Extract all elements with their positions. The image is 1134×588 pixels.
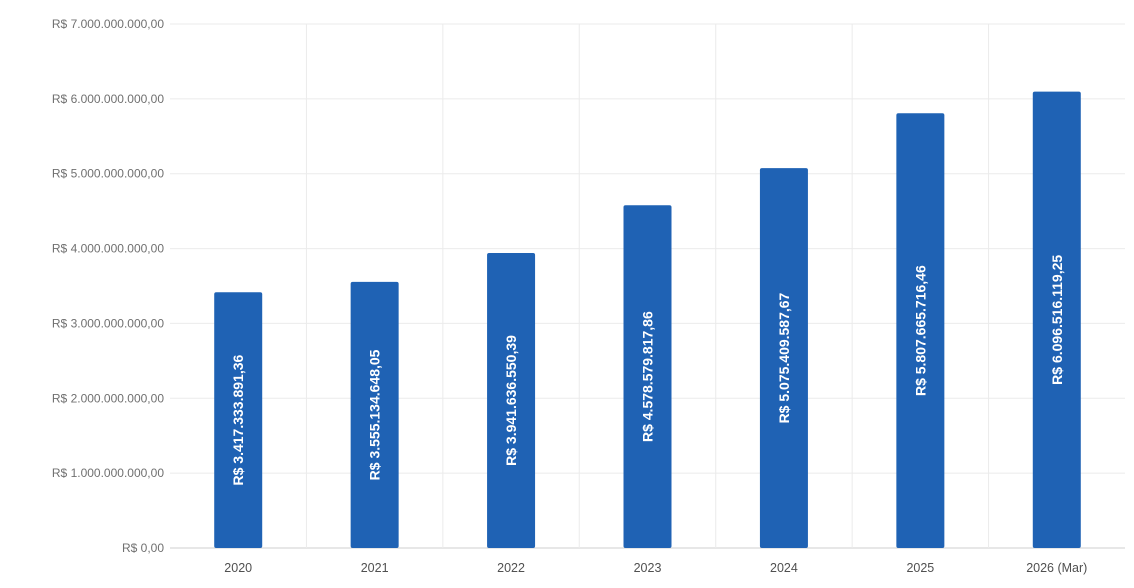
bar-value-label: R$ 3.555.134.648,05: [367, 349, 383, 480]
y-tick-label: R$ 2.000.000.000,00: [52, 391, 164, 405]
bar-value-label: R$ 4.578.579.817,86: [640, 311, 656, 442]
y-axis: R$ 0,00 R$ 1.000.000.000,00 R$ 2.000.000.0…: [52, 17, 164, 555]
y-tick-label: R$ 7.000.000.000,00: [52, 17, 164, 31]
y-tick-label: R$ 6.000.000.000,00: [52, 92, 164, 106]
bar-value-label: R$ 5.807.665.716,46: [912, 265, 928, 396]
y-tick-label: R$ 0,00: [122, 541, 164, 555]
x-tick-label: 2026 (Mar): [1026, 561, 1087, 575]
bar-value-label: R$ 6.096.516.119,25: [1049, 255, 1065, 385]
bar-2024: [759, 168, 808, 548]
x-tick-label: 2020: [224, 561, 252, 575]
data-labels: R$ 3.417.333.891,36 R$ 3.555.134.648,05 R$…: [230, 255, 1065, 486]
x-axis: 2020 2021 2022 2023 2024 2025 2026 (Mar): [224, 561, 1087, 575]
y-tick-label: R$ 1.000.000.000,00: [52, 466, 164, 480]
bar-2022: [487, 252, 536, 548]
bar-2020: [214, 292, 263, 548]
bar-2025: [896, 113, 945, 549]
bar-value-label: R$ 3.941.636.550,39: [503, 335, 519, 466]
y-tick-label: R$ 4.000.000.000,00: [52, 242, 164, 256]
x-tick-label: 2025: [906, 561, 934, 575]
bars: [214, 91, 1081, 549]
bar-2021: [350, 281, 399, 548]
bar-2023: [623, 205, 672, 548]
bar-value-label: R$ 5.075.409.587,67: [776, 292, 792, 423]
x-tick-label: 2021: [361, 561, 389, 575]
bar-value-label: R$ 3.417.333.891,36: [230, 354, 246, 485]
x-tick-label: 2024: [770, 561, 798, 575]
y-tick-label: R$ 3.000.000.000,00: [52, 316, 164, 330]
x-tick-label: 2022: [497, 561, 525, 575]
y-tick-label: R$ 5.000.000.000,00: [52, 167, 164, 181]
bar-2026-mar: [1032, 91, 1081, 548]
x-tick-label: 2023: [634, 561, 662, 575]
